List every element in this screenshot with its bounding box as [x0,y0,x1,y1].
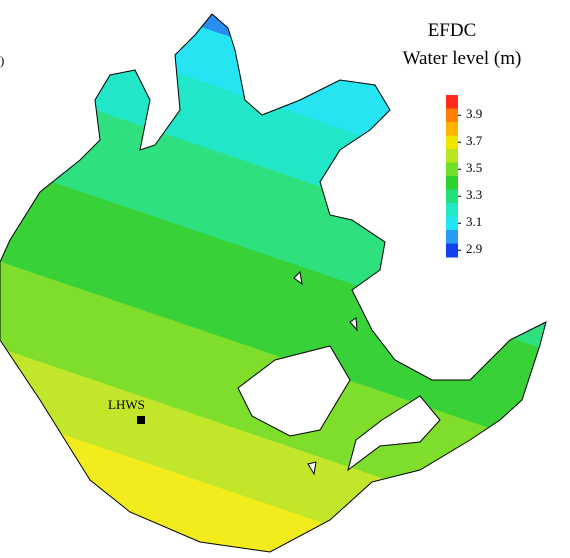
legend-swatch [446,108,458,123]
legend-tick-label: 3.5 [466,160,482,175]
legend-tick-label: 3.9 [466,106,482,121]
island [307,461,317,476]
legend-swatch [446,149,458,163]
island [347,395,441,472]
station-label: LHWS [108,397,145,412]
legend-swatch [446,162,458,177]
legend-swatch [446,203,458,217]
island [349,317,358,332]
legend-swatch [446,95,458,109]
legend-title: EFDC [428,20,477,41]
legend-tick-label: 3.1 [466,214,482,229]
legend-tick-label: 3.3 [466,187,482,202]
legend-tick-label: 2.9 [466,241,482,256]
panel-label: ) [0,53,4,68]
legend-swatch [446,243,458,258]
legend-swatch [446,230,458,244]
legend-tick-label: 3.7 [466,133,483,148]
island [293,270,303,286]
legend-swatch [446,122,458,136]
legend-swatch [446,176,458,190]
station-marker [137,416,145,424]
legend-swatch [446,216,458,231]
legend-title: Water level (m) [403,48,522,69]
legend-swatch [446,135,458,150]
island [237,345,351,437]
legend-swatch [446,189,458,204]
lake [0,13,547,553]
